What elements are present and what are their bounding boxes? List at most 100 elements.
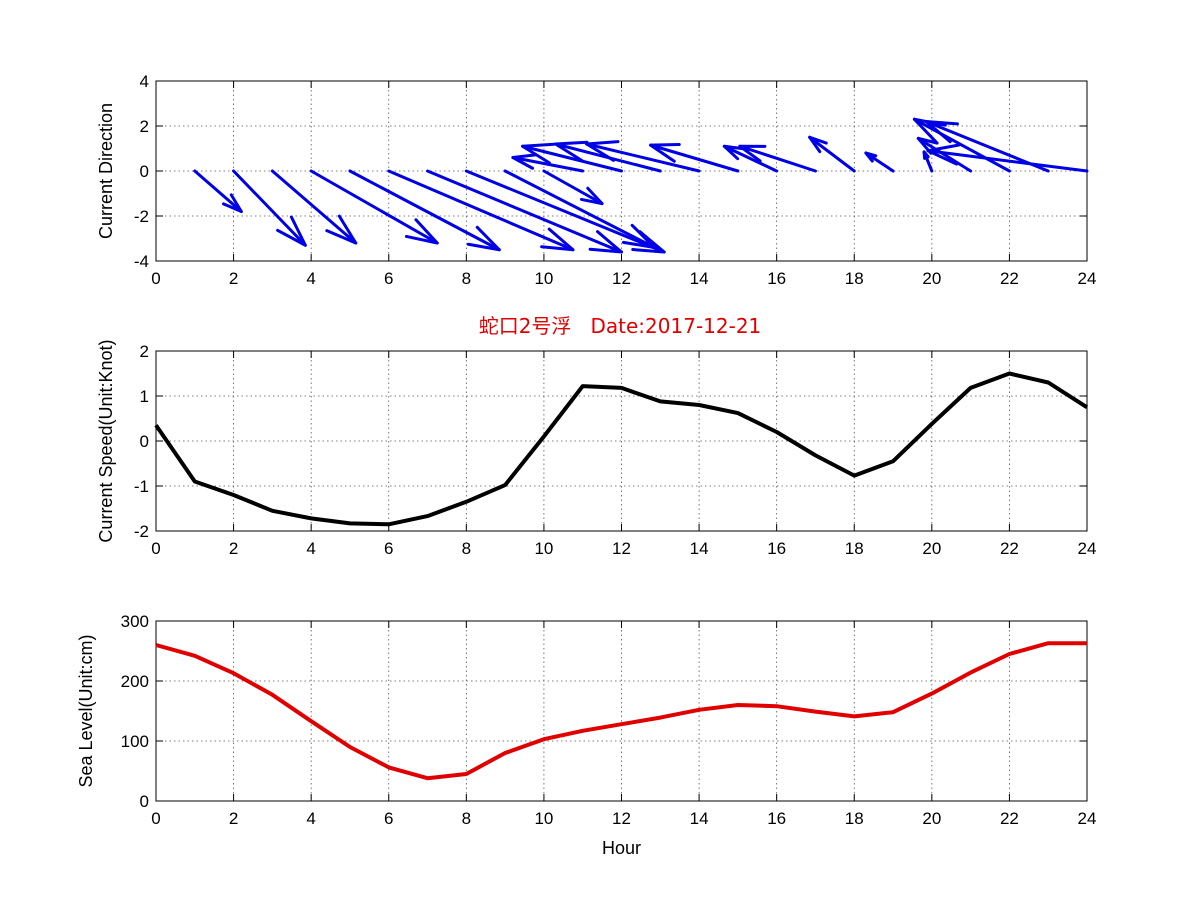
speed-ytick-label: 2	[140, 342, 149, 361]
level-ytick-label: 300	[121, 612, 149, 631]
current-arrow	[387, 169, 575, 252]
current-arrow-shaft	[649, 143, 740, 173]
current-arrow-shaft	[542, 169, 604, 206]
current-arrow-shaft	[270, 169, 358, 245]
current-arrow-head	[540, 227, 575, 252]
speed-xtick-label: 16	[767, 539, 786, 558]
direction-xtick-label: 20	[922, 269, 941, 288]
current-arrow-head	[621, 223, 656, 249]
speed-y-axis-label: Current Speed(Unit:Knot)	[96, 339, 116, 542]
current-arrow-head	[649, 143, 681, 163]
speed-xtick-label: 20	[922, 539, 941, 558]
current-arrow-head	[466, 225, 501, 252]
speed-xtick-label: 18	[845, 539, 864, 558]
current-arrow-head	[738, 144, 767, 163]
level-xtick-label: 4	[306, 809, 315, 828]
level-xtick-label: 6	[384, 809, 393, 828]
current-arrow	[193, 169, 243, 213]
direction-xtick-label: 12	[612, 269, 631, 288]
current-arrow-head	[864, 151, 878, 163]
current-arrow-head	[325, 214, 358, 245]
current-arrow-shaft	[426, 169, 623, 254]
current-arrow-head	[808, 135, 828, 154]
current-arrow	[916, 136, 973, 173]
current-arrow-head	[521, 142, 556, 165]
current-arrow-head	[404, 218, 439, 245]
current-arrow	[808, 135, 856, 173]
current-arrow	[511, 153, 585, 173]
current-arrow	[864, 151, 895, 173]
current-arrow	[722, 144, 779, 173]
current-arrow	[926, 143, 1089, 173]
speed-xtick-label: 4	[306, 539, 315, 558]
current-arrow-head	[585, 140, 620, 162]
level-xtick-label: 0	[151, 809, 160, 828]
speed-xtick-label: 10	[534, 539, 553, 558]
level-xtick-label: 24	[1078, 809, 1097, 828]
direction-xtick-label: 6	[384, 269, 393, 288]
current-arrow-head	[276, 215, 307, 247]
speed-xtick-label: 0	[151, 539, 160, 558]
level-xtick-label: 12	[612, 809, 631, 828]
speed-xtick-label: 24	[1078, 539, 1097, 558]
current-arrow-shaft	[464, 169, 666, 254]
speed-xtick-label: 2	[229, 539, 238, 558]
direction-xtick-label: 8	[462, 269, 471, 288]
direction-xtick-label: 4	[306, 269, 315, 288]
level-xtick-label: 20	[922, 809, 941, 828]
speed-xtick-label: 8	[462, 539, 471, 558]
current-arrow-head	[922, 150, 930, 160]
level-xtick-label: 14	[690, 809, 709, 828]
level-xtick-label: 2	[229, 809, 238, 828]
level-series-line	[155, 641, 1087, 781]
direction-xtick-label: 16	[767, 269, 786, 288]
current-arrow-shaft	[348, 169, 501, 252]
current-arrow-shaft	[916, 136, 973, 173]
current-arrow-shaft	[808, 135, 856, 173]
level-ytick-label: 100	[121, 732, 149, 751]
current-arrow	[348, 169, 501, 252]
current-arrow-head	[554, 140, 589, 163]
speed-ytick-label: -2	[134, 522, 149, 541]
direction-y-axis-label: Current Direction	[96, 103, 116, 239]
level-xtick-label: 22	[1000, 809, 1019, 828]
current-arrow-head	[916, 136, 939, 155]
level-xtick-label: 18	[845, 809, 864, 828]
current-arrow	[922, 150, 934, 173]
speed-ytick-label: -1	[134, 477, 149, 496]
current-arrow-shaft	[521, 144, 623, 173]
direction-ytick-label: -2	[134, 207, 149, 226]
current-arrow-shaft	[503, 169, 656, 249]
current-arrow	[521, 142, 623, 173]
current-arrow	[542, 169, 604, 206]
current-arrow-shaft	[387, 169, 575, 252]
direction-ytick-label: -4	[134, 252, 149, 271]
direction-xtick-label: 14	[690, 269, 709, 288]
current-arrow	[270, 169, 358, 245]
direction-xtick-label: 24	[1078, 269, 1097, 288]
direction-ytick-label: 0	[140, 162, 149, 181]
level-xtick-label: 16	[767, 809, 786, 828]
level-x-axis-label: Hour	[602, 838, 641, 858]
current-arrow-head	[588, 230, 623, 254]
speed-xtick-label: 14	[690, 539, 709, 558]
direction-ytick-label: 2	[140, 117, 149, 136]
speed-xtick-label: 6	[384, 539, 393, 558]
direction-ytick-label: 4	[140, 72, 149, 91]
current-arrow-shaft	[864, 151, 895, 173]
current-arrow-shaft	[511, 156, 585, 173]
speed-series-line	[154, 371, 1089, 527]
speed-ytick-label: 0	[140, 432, 149, 451]
direction-xtick-label: 18	[845, 269, 864, 288]
current-arrow	[464, 169, 666, 254]
speed-xtick-label: 12	[612, 539, 631, 558]
level-y-axis-label: Sea Level(Unit:cm)	[76, 634, 96, 787]
direction-xtick-label: 0	[151, 269, 160, 288]
direction-xtick-label: 10	[534, 269, 553, 288]
direction-xtick-label: 2	[229, 269, 238, 288]
current-arrow-head	[926, 143, 961, 166]
